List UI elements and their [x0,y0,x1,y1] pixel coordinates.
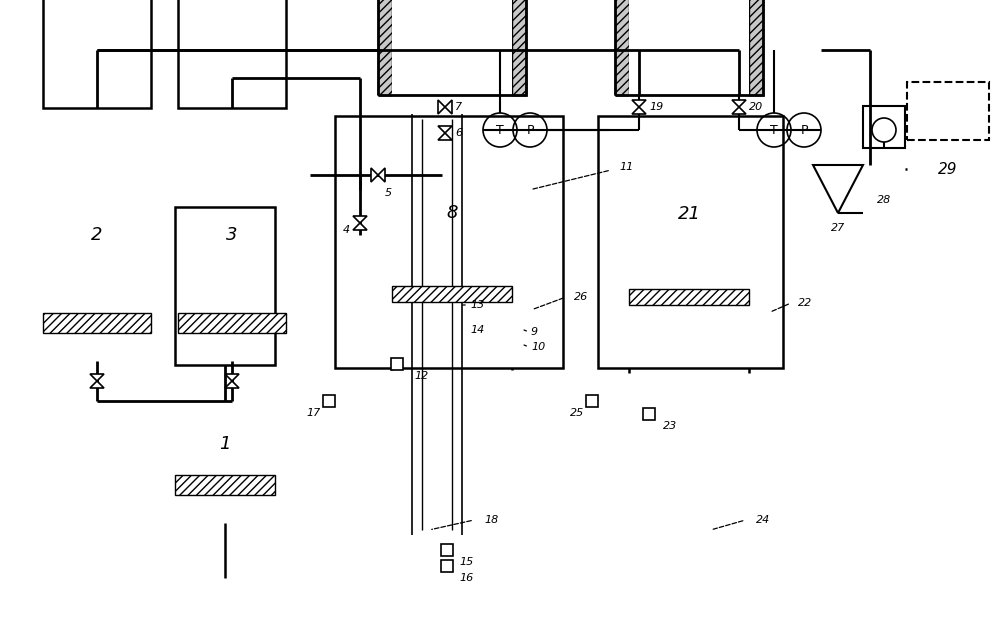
Text: 18: 18 [484,515,498,525]
Bar [512,0,526,95]
Polygon shape [378,168,385,182]
Polygon shape [353,216,367,223]
Text: 5: 5 [384,188,392,198]
Polygon shape [371,168,378,182]
Text: 21: 21 [678,205,700,223]
Bar [598,116,783,368]
Bar [629,289,749,305]
Bar [615,0,629,95]
Text: T: T [496,123,504,137]
Bar [378,0,526,95]
Polygon shape [353,223,367,230]
Polygon shape [732,100,746,107]
Bar [378,0,392,95]
Text: 10: 10 [531,342,545,352]
Text: 4: 4 [343,225,350,235]
Text: 16: 16 [459,573,473,583]
Text: 24: 24 [756,515,770,525]
Bar [392,286,512,302]
Text: 22: 22 [798,298,812,308]
Polygon shape [438,133,452,140]
Text: 6: 6 [455,128,462,138]
Polygon shape [225,374,239,381]
Bar [441,544,453,556]
Text: T: T [770,123,778,137]
Text: 13: 13 [470,300,484,310]
Text: 7: 7 [455,102,462,112]
Polygon shape [632,100,646,107]
Polygon shape [90,381,104,388]
Text: 29: 29 [938,162,958,177]
Text: 20: 20 [749,102,763,112]
Text: 28: 28 [877,195,891,205]
Text: 2: 2 [91,226,103,244]
Bar [378,81,526,95]
Polygon shape [90,374,104,381]
Text: 25: 25 [570,408,584,418]
Text: 11: 11 [619,162,633,172]
Text: 9: 9 [531,327,538,337]
Bar [863,106,905,148]
Polygon shape [438,126,452,133]
Bar [178,313,286,333]
Bar [43,0,151,108]
Polygon shape [632,107,646,114]
Bar [392,0,512,109]
Text: 27: 27 [831,223,845,233]
Bar [643,408,655,420]
Bar [749,0,763,95]
Text: 15: 15 [459,557,473,567]
Polygon shape [732,107,746,114]
Text: 19: 19 [649,102,663,112]
Bar [323,395,335,407]
Bar [335,116,563,368]
Text: 17: 17 [307,408,321,418]
Bar [629,0,749,109]
Text: 8: 8 [446,204,458,221]
Bar [391,358,403,370]
Bar [175,475,275,495]
Bar [907,82,989,140]
Text: P: P [526,123,534,137]
Bar [441,560,453,572]
Polygon shape [445,100,452,114]
Polygon shape [438,100,445,114]
Text: 14: 14 [470,325,484,335]
Text: P: P [800,123,808,137]
Bar [178,0,286,108]
Text: 26: 26 [574,292,588,302]
Text: 1: 1 [219,435,231,453]
Bar [615,81,763,95]
Polygon shape [225,381,239,388]
Bar [615,0,763,95]
Text: 3: 3 [226,226,238,244]
Bar [175,207,275,365]
Text: 12: 12 [414,371,428,381]
Text: 23: 23 [663,421,677,431]
Bar [43,313,151,333]
Bar [586,395,598,407]
